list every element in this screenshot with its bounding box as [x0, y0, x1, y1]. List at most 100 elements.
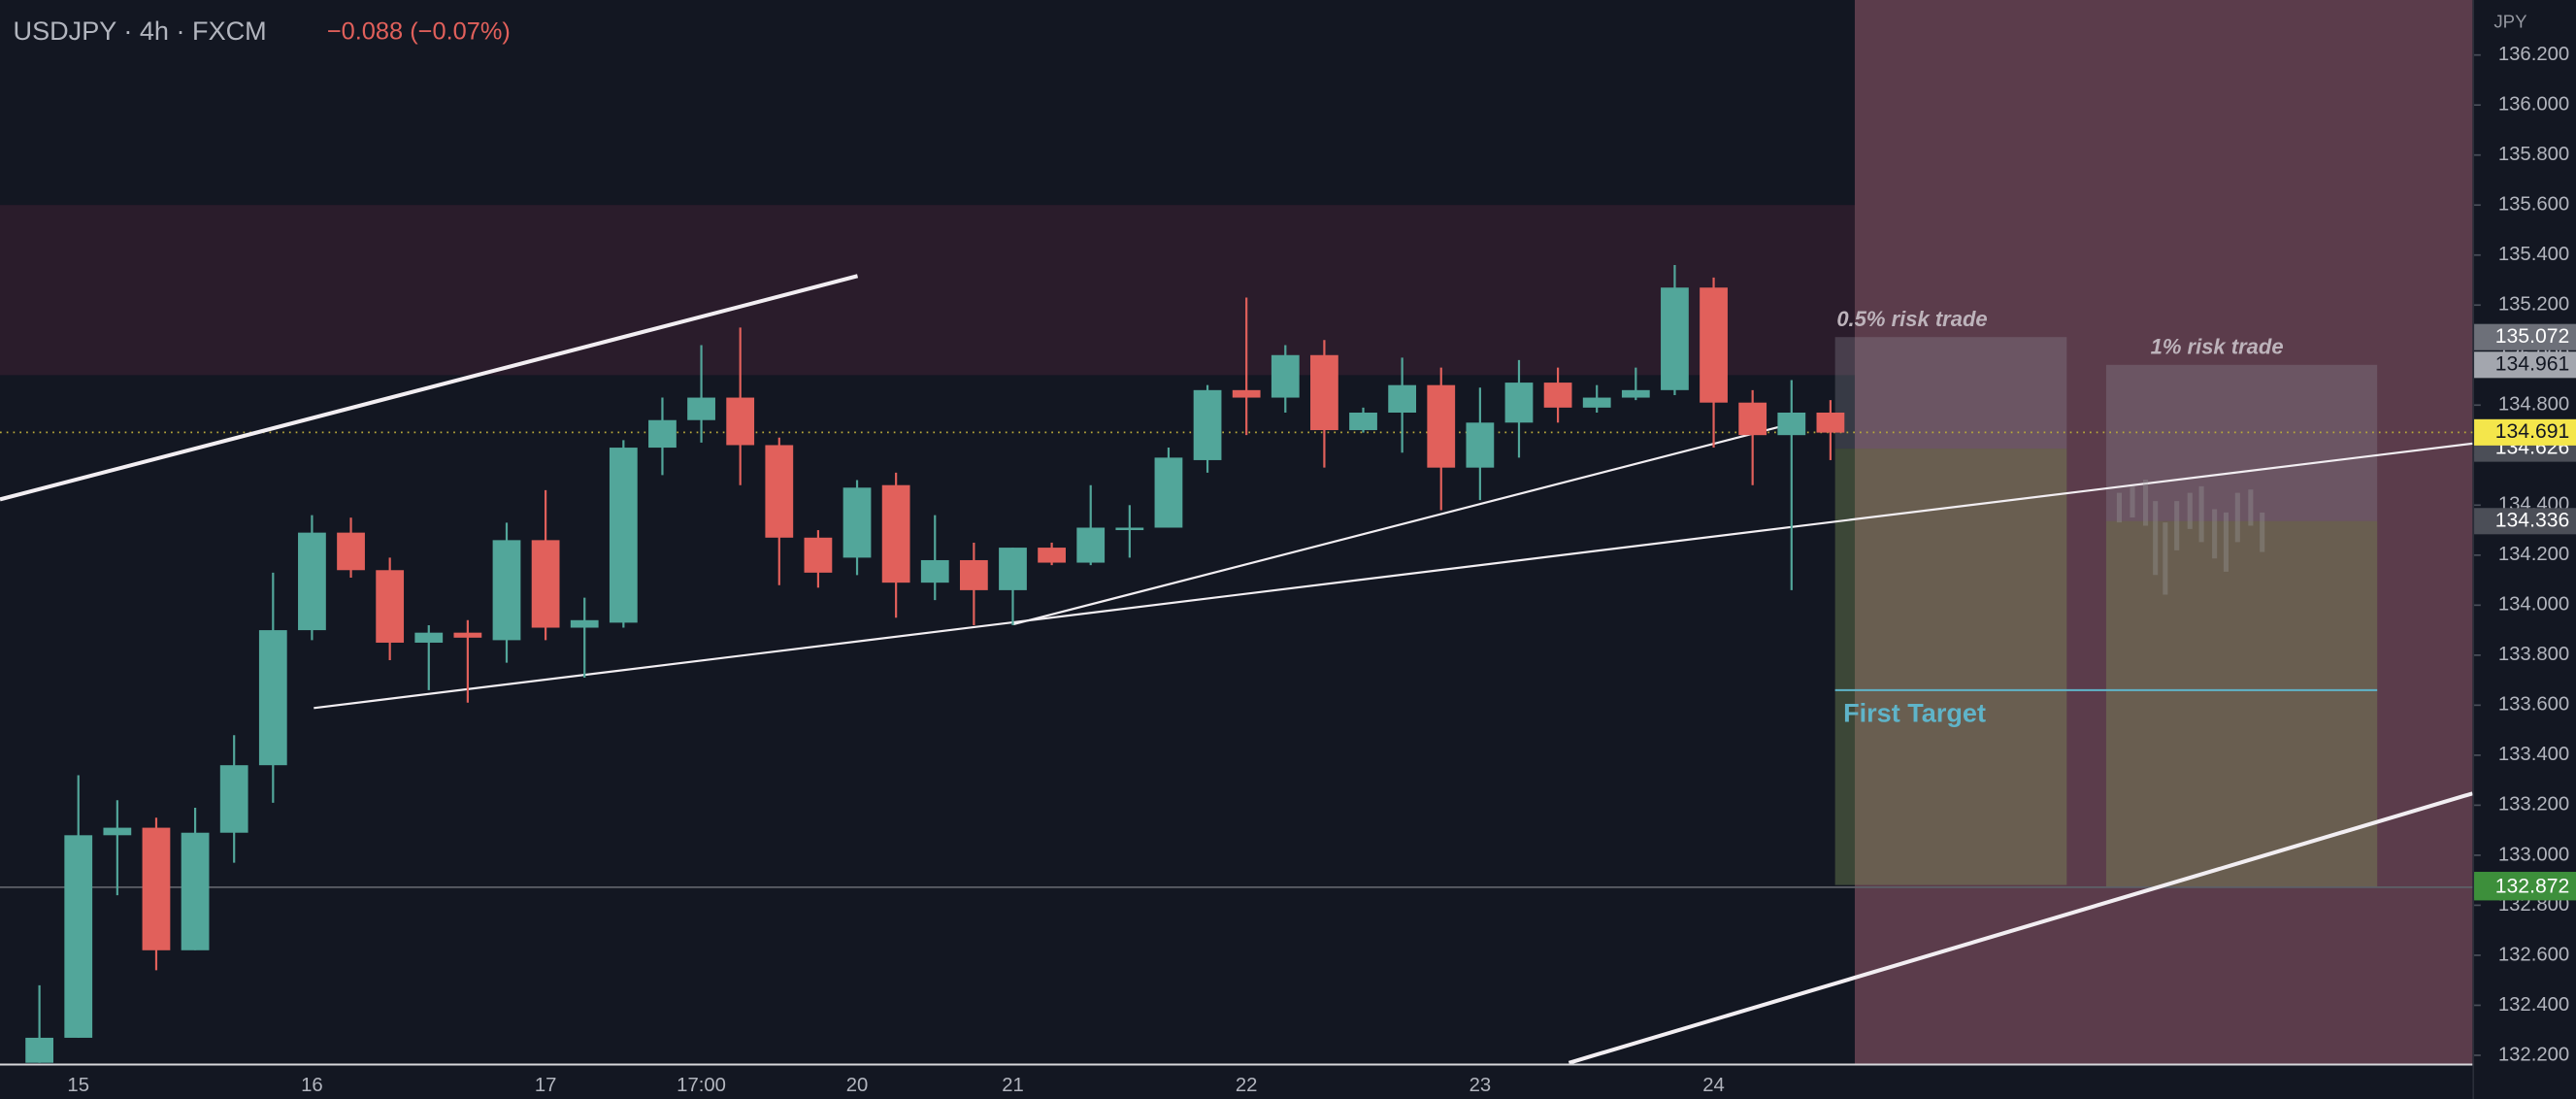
candle-body: [1504, 383, 1534, 423]
y-tick-label: 133.400: [2498, 744, 2569, 765]
x-tick-label: 21: [1002, 1075, 1024, 1096]
trade-label: 1% risk trade: [2151, 335, 2284, 359]
y-tick-label: 133.000: [2498, 844, 2569, 865]
x-tick-label: 15: [67, 1075, 89, 1096]
chart-title: USDJPY · 4h · FXCM: [14, 16, 267, 46]
stop-zone: [2105, 364, 2378, 521]
first-target-label: First Target: [1843, 697, 1986, 727]
x-tick-label: 20: [846, 1075, 869, 1096]
candle-body: [570, 619, 599, 628]
candle-body: [219, 765, 248, 833]
y-tick-label: 133.600: [2498, 694, 2569, 716]
candle-body: [804, 537, 833, 573]
candle-body: [1076, 527, 1106, 563]
target-zone: [1834, 449, 2067, 885]
candle-body: [1661, 287, 1689, 390]
x-tick-label: 24: [1702, 1075, 1725, 1096]
candle-body: [1349, 413, 1377, 431]
y-tick-label: 133.800: [2498, 644, 2569, 665]
candle-body: [376, 570, 405, 643]
candle-body: [1700, 287, 1728, 403]
x-tick-label: 16: [301, 1075, 323, 1096]
candle-body: [25, 1037, 54, 1063]
candle-body: [1777, 413, 1806, 436]
candle-body: [1621, 389, 1650, 398]
price-tag: [2474, 508, 2576, 535]
x-tick-label: 17:00: [677, 1075, 726, 1096]
trend-lines: [0, 274, 2473, 1065]
candle-body: [687, 397, 715, 420]
y-tick-label: 135.200: [2498, 294, 2569, 316]
candle-body: [1310, 354, 1338, 431]
y-tick-label: 134.800: [2498, 394, 2569, 416]
y-tick-label: 134.000: [2498, 594, 2569, 616]
candle-body: [142, 827, 171, 950]
candle-body: [1427, 384, 1456, 468]
candle-body: [648, 419, 677, 449]
candle-body: [1038, 548, 1066, 563]
price-tag-label: 132.872: [2495, 875, 2569, 897]
zones-layer: 0.5% risk trade 1% risk trade First Target: [0, 0, 2473, 1065]
y-tick-label: 132.600: [2498, 944, 2569, 965]
candle-body: [103, 827, 132, 836]
candle-body: [181, 832, 210, 950]
price-tag-label: 134.691: [2495, 420, 2569, 443]
candle-body: [1738, 402, 1767, 436]
candle-body: [492, 540, 521, 641]
candle-body: [1271, 354, 1300, 398]
candle-body: [64, 835, 93, 1038]
trend-line: [1568, 791, 2473, 1065]
y-tick-label: 135.600: [2498, 194, 2569, 216]
candle-body: [959, 559, 988, 590]
candle-body: [337, 532, 365, 571]
x-tick-label: 17: [535, 1075, 557, 1096]
candle-body: [1232, 389, 1261, 398]
candles: [25, 265, 1845, 1063]
price-tag-label: 134.336: [2495, 509, 2569, 531]
y-axis-label: JPY: [2493, 12, 2526, 32]
price-tag-label: 135.072: [2495, 325, 2569, 348]
candle-body: [765, 445, 794, 538]
candle-body: [1154, 457, 1183, 528]
y-tick-label: 132.200: [2498, 1044, 2569, 1065]
candle-body: [1543, 383, 1572, 408]
candle-body: [1388, 384, 1417, 414]
y-tick-label: 132.400: [2498, 994, 2569, 1016]
candle-body: [1193, 389, 1222, 460]
candle-body: [531, 540, 560, 628]
candle-body: [999, 548, 1027, 590]
stop-zone: [1834, 337, 2067, 450]
y-tick-label: 136.000: [2498, 94, 2569, 116]
candle-body: [881, 484, 910, 583]
trade-label: 0.5% risk trade: [1836, 307, 1987, 331]
candle-body: [1816, 413, 1845, 433]
x-tick-label: 23: [1470, 1075, 1492, 1096]
candle-body: [1582, 397, 1611, 408]
candle-body: [726, 397, 755, 446]
target-zone: [2105, 520, 2378, 887]
price-tag: [2474, 323, 2576, 350]
price-tag: [2474, 351, 2576, 379]
price-change: −0.088 (−0.07%): [327, 18, 511, 46]
y-tick-label: 135.400: [2498, 244, 2569, 265]
trend-line: [314, 442, 2473, 710]
price-tag-label: 134.961: [2495, 352, 2569, 375]
trend-line: [1013, 419, 1804, 626]
candle-body: [842, 487, 872, 558]
price-tag: [2474, 874, 2576, 901]
candle-body: [453, 632, 482, 638]
price-axis-bg: [2474, 0, 2576, 1099]
y-tick-label: 133.200: [2498, 794, 2569, 816]
candle-body: [258, 630, 287, 766]
candle-body: [920, 559, 949, 583]
trend-line: [0, 274, 859, 502]
y-tick-label: 134.200: [2498, 544, 2569, 565]
candle-body: [298, 532, 326, 631]
candle-body: [1115, 527, 1144, 531]
y-tick-label: 135.800: [2498, 144, 2569, 165]
candle-body: [609, 448, 638, 623]
y-tick-label: 136.200: [2498, 44, 2569, 65]
price-tag: [2474, 418, 2576, 446]
